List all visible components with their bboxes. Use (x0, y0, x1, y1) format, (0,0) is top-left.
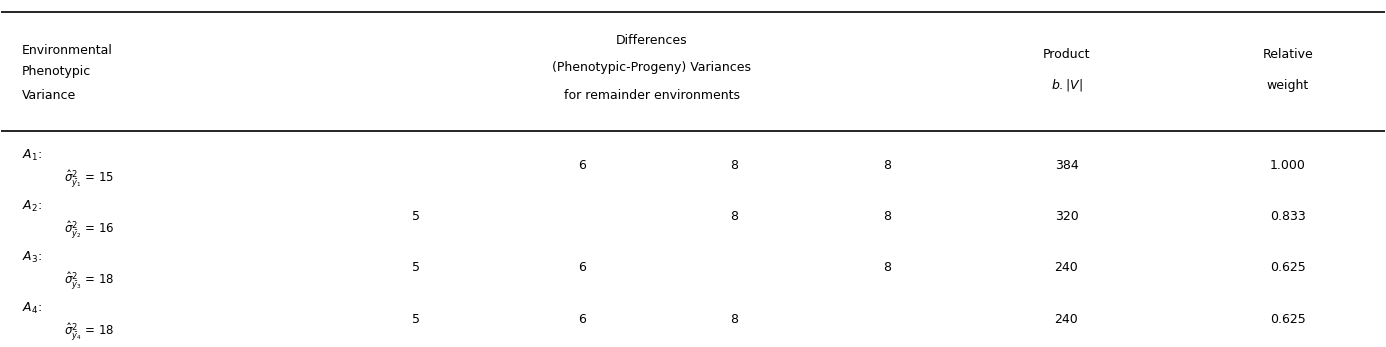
Text: 5: 5 (413, 210, 420, 223)
Text: $b.|V|$: $b.|V|$ (1051, 77, 1082, 93)
Text: 240: 240 (1055, 313, 1078, 325)
Text: 1.000: 1.000 (1270, 159, 1306, 172)
Text: $A_4$:: $A_4$: (22, 301, 43, 316)
Text: $\hat{\sigma}^2_{\bar{y}_2}$ = 16: $\hat{\sigma}^2_{\bar{y}_2}$ = 16 (64, 220, 114, 241)
Text: 6: 6 (578, 159, 586, 172)
Text: 8: 8 (730, 210, 739, 223)
Text: 5: 5 (413, 261, 420, 274)
Text: Phenotypic: Phenotypic (22, 65, 91, 78)
Text: $\hat{\sigma}^2_{\bar{y}_4}$ = 18: $\hat{\sigma}^2_{\bar{y}_4}$ = 18 (64, 322, 114, 344)
Text: 5: 5 (413, 313, 420, 325)
Text: $A_3$:: $A_3$: (22, 250, 43, 265)
Text: $A_1$:: $A_1$: (22, 147, 43, 163)
Text: Differences: Differences (615, 34, 687, 47)
Text: $\hat{\sigma}^2_{\bar{y}_1}$ = 15: $\hat{\sigma}^2_{\bar{y}_1}$ = 15 (64, 168, 114, 190)
Text: 8: 8 (883, 261, 891, 274)
Text: 320: 320 (1055, 210, 1078, 223)
Text: (Phenotypic-Progeny) Variances: (Phenotypic-Progeny) Variances (552, 61, 751, 75)
Text: 384: 384 (1055, 159, 1078, 172)
Text: Environmental: Environmental (22, 44, 114, 57)
Text: Product: Product (1042, 48, 1091, 61)
Text: $\hat{\sigma}^2_{\bar{y}_3}$ = 18: $\hat{\sigma}^2_{\bar{y}_3}$ = 18 (64, 271, 114, 292)
Text: 6: 6 (578, 261, 586, 274)
Text: for remainder environments: for remainder environments (564, 89, 740, 102)
Text: 0.833: 0.833 (1270, 210, 1306, 223)
Text: 8: 8 (883, 159, 891, 172)
Text: Variance: Variance (22, 89, 76, 102)
Text: 8: 8 (883, 210, 891, 223)
Text: 240: 240 (1055, 261, 1078, 274)
Text: 6: 6 (578, 313, 586, 325)
Text: weight: weight (1267, 78, 1308, 92)
Text: 8: 8 (730, 313, 739, 325)
Text: Relative: Relative (1263, 48, 1313, 61)
Text: 8: 8 (730, 159, 739, 172)
Text: 0.625: 0.625 (1270, 261, 1306, 274)
Text: 0.625: 0.625 (1270, 313, 1306, 325)
Text: $A_2$:: $A_2$: (22, 199, 43, 214)
